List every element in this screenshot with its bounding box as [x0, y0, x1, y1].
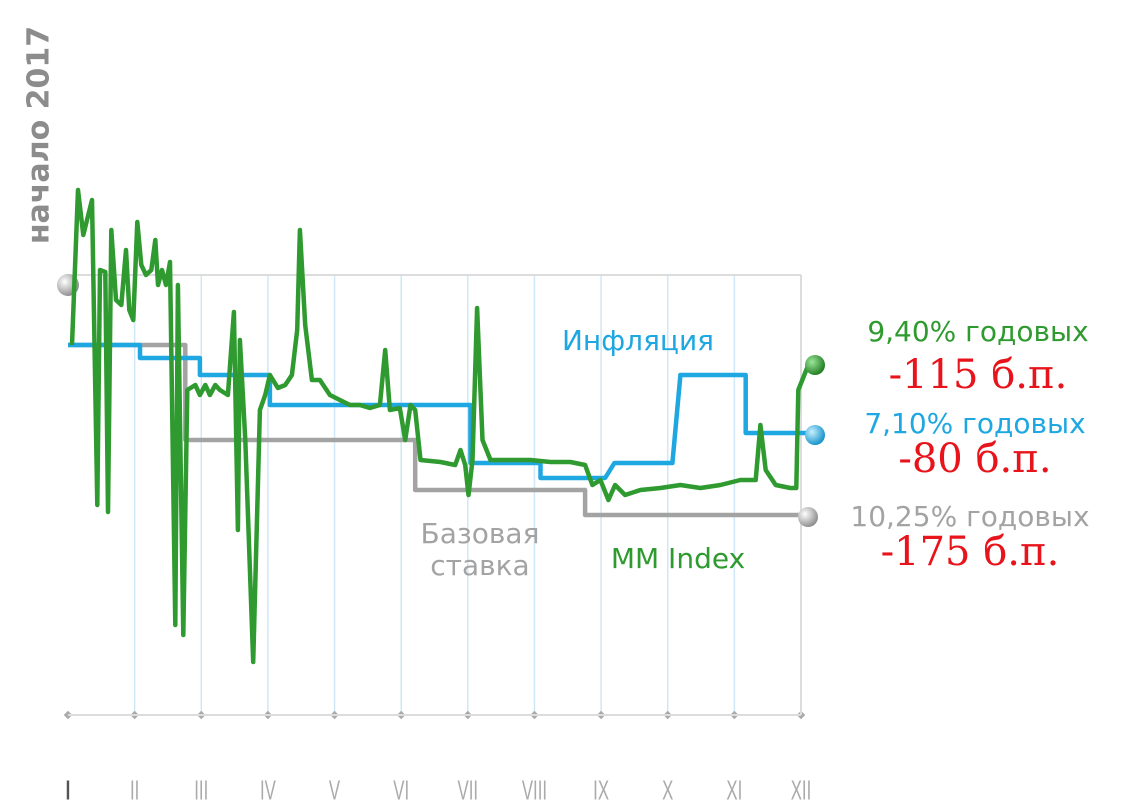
- x-tick-label: III: [194, 774, 208, 806]
- end-marker: [798, 507, 818, 527]
- series-label: MM Index: [611, 542, 745, 575]
- grid: [63, 275, 806, 720]
- x-tick-label: II: [130, 774, 139, 806]
- change-label: -80 б.п.: [898, 436, 1051, 482]
- x-tick-label: IV: [260, 774, 276, 806]
- x-tick-label: XI: [726, 774, 742, 806]
- series-line: [68, 342, 808, 518]
- x-tick-label: V: [329, 774, 341, 806]
- end-marker: [805, 425, 825, 445]
- end-marker: [805, 355, 825, 375]
- x-tick-label: XII: [791, 774, 812, 806]
- x-tick-label: X: [662, 774, 673, 806]
- x-tick-label: VIII: [522, 774, 547, 806]
- x-tick-label: VII: [458, 774, 479, 806]
- start-label: начало 2017: [22, 26, 57, 244]
- series-line: [68, 342, 815, 481]
- series-line: [69, 187, 811, 665]
- x-tick-label: I: [66, 774, 71, 806]
- end-label: 7,10% годовых: [864, 407, 1085, 440]
- end-label: 10,25% годовых: [850, 500, 1089, 533]
- series-label: Инфляция: [562, 324, 714, 357]
- change-label: -175 б.п.: [881, 529, 1060, 575]
- x-tick-label: IX: [593, 774, 609, 806]
- plot: [68, 187, 815, 665]
- series-label: Базовая ставка: [421, 517, 540, 582]
- end-label: 9,40% годовых: [867, 315, 1088, 348]
- x-tick-label: VI: [393, 774, 409, 806]
- change-label: -115 б.п.: [889, 352, 1068, 398]
